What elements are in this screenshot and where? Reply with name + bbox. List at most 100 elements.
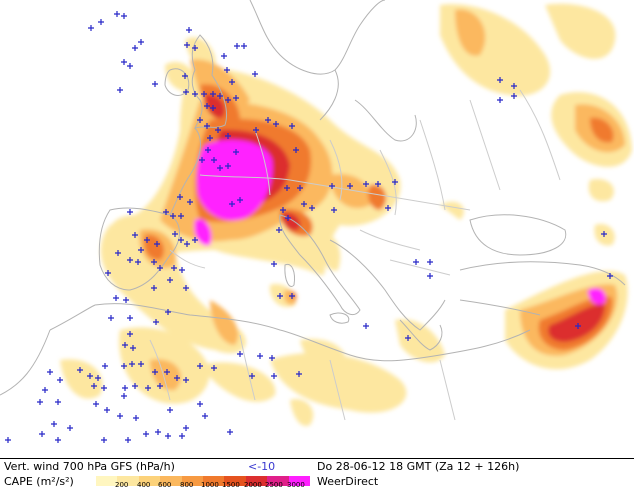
wind-marker [225,163,231,169]
wind-marker [225,97,231,103]
wind-marker [129,361,135,367]
wind-marker [121,13,127,19]
wind-marker [269,355,275,361]
wind-marker [363,181,369,187]
wind-marker [152,81,158,87]
wind-marker [497,97,503,103]
wind-marker [127,63,133,69]
wind-marker [413,259,419,265]
wind-marker [178,213,184,219]
wind-marker [130,345,136,351]
wind-marker [201,91,207,97]
wind-marker [289,123,295,129]
wind-marker [211,365,217,371]
wind-marker [183,377,189,383]
wind-marker [123,297,129,303]
legend-panel: Vert. wind 700 hPa GFS (hPa/h) <-10 Do 2… [0,458,634,491]
wind-marker [192,91,198,97]
scale-swatch [267,476,289,486]
wind-marker [102,363,108,369]
wind-marker [575,323,581,329]
wind-marker [271,373,277,379]
wind-marker [114,11,120,17]
wind-marker [127,315,133,321]
wind-marker [511,83,517,89]
wind-marker [183,425,189,431]
wind-marker [197,117,203,123]
wind-marker [170,213,176,219]
wind-marker [265,117,271,123]
wind-marker [363,323,369,329]
scale-swatch [160,476,182,486]
scale-swatch [117,476,139,486]
wind-marker [192,237,198,243]
wind-marker [241,43,247,49]
wind-marker [293,147,299,153]
wind-marker [253,127,259,133]
wind-marker [127,209,133,215]
wind-marker [91,383,97,389]
wind-marker [197,401,203,407]
forecast-date: Do 28-06-12 18 GMT (Za 12 + 126h) [317,460,520,473]
wind-marker [55,437,61,443]
wind-marker [289,293,295,299]
wind-marker [138,361,144,367]
wind-marker [184,241,190,247]
wind-marker [284,185,290,191]
wind-marker [157,383,163,389]
wind-label: Vert. wind 700 hPa GFS (hPa/h) [4,460,175,473]
wind-marker [204,123,210,129]
scale-swatch [224,476,246,486]
wind-marker [37,399,43,405]
wind-marker [273,121,279,127]
wind-marker [113,295,119,301]
wind-marker [174,375,180,381]
brand-label: WeerDirect [317,475,379,488]
wind-threshold: <-10 [248,460,276,473]
wind-marker [229,79,235,85]
wind-marker [55,399,61,405]
wind-marker [601,231,607,237]
wind-marker [215,127,221,133]
wind-marker [210,91,216,97]
wind-marker [257,353,263,359]
wind-marker [88,25,94,31]
wind-marker [249,373,255,379]
wind-marker [233,95,239,101]
wind-marker [117,87,123,93]
wind-marker [192,45,198,51]
wind-marker [221,53,227,59]
scale-swatch [288,476,311,486]
wind-marker [163,209,169,215]
wind-marker [427,273,433,279]
wind-marker [127,331,133,337]
wind-marker [233,149,239,155]
scale-swatch [181,476,204,486]
wind-marker [329,183,335,189]
scale-swatch [138,476,161,486]
wind-marker [385,205,391,211]
wind-marker [177,194,183,200]
wind-marker [108,315,114,321]
wind-marker [276,227,282,233]
cape-label: CAPE (m²/s²) [4,475,74,488]
wind-marker [225,133,231,139]
wind-marker [155,429,161,435]
wind-marker [117,413,123,419]
wind-marker [121,59,127,65]
wind-marker [122,342,128,348]
wind-marker [427,259,433,265]
wind-marker [211,157,217,163]
wind-marker [125,437,131,443]
wind-marker [171,265,177,271]
wind-marker [271,261,277,267]
wind-marker [497,77,503,83]
wind-marker [164,369,170,375]
wind-marker [309,205,315,211]
wind-marker [122,385,128,391]
wind-marker [183,89,189,95]
wind-marker [184,42,190,48]
wind-marker [132,45,138,51]
wind-marker [511,93,517,99]
wind-marker [167,407,173,413]
